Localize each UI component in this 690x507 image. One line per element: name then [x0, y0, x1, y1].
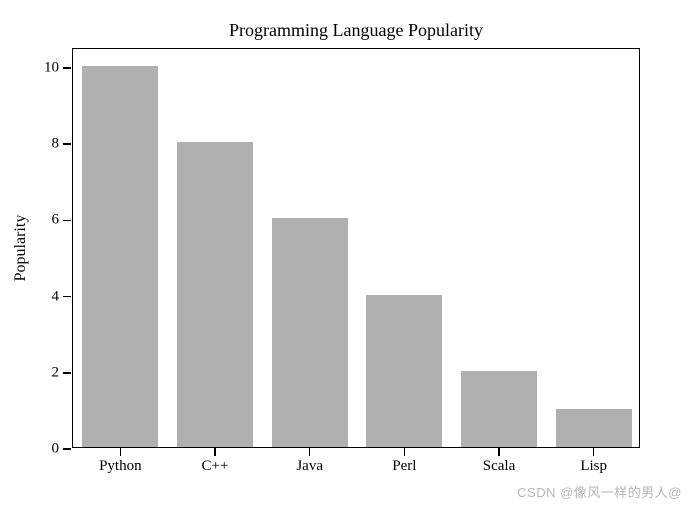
- y-tick-label: 6: [37, 212, 59, 229]
- bar: [556, 409, 632, 447]
- bar: [461, 371, 537, 447]
- y-tick: [63, 67, 71, 69]
- bar: [366, 295, 442, 447]
- x-tick: [309, 448, 311, 456]
- x-tick-label: Scala: [483, 458, 515, 475]
- x-tick-label: C++: [202, 458, 229, 475]
- x-tick: [214, 448, 216, 456]
- y-tick-label: 0: [37, 441, 59, 458]
- bar: [82, 66, 158, 447]
- x-tick: [498, 448, 500, 456]
- x-tick: [593, 448, 595, 456]
- y-tick-label: 8: [37, 136, 59, 153]
- bar: [177, 142, 253, 447]
- x-tick-label: Lisp: [580, 458, 607, 475]
- bar-chart: Programming Language Popularity Populari…: [72, 20, 640, 475]
- y-tick-label: 4: [37, 288, 59, 305]
- chart-title: Programming Language Popularity: [72, 20, 640, 41]
- watermark-text: CSDN @像风一样的男人@: [517, 482, 682, 501]
- y-tick-label: 2: [37, 364, 59, 381]
- x-tick-label: Perl: [392, 458, 416, 475]
- y-tick: [63, 220, 71, 222]
- y-axis-label: Popularity: [12, 215, 30, 282]
- y-tick: [63, 372, 71, 374]
- y-tick: [63, 448, 71, 450]
- x-tick: [404, 448, 406, 456]
- plot-area: Popularity 0246810PythonC++JavaPerlScala…: [72, 48, 640, 448]
- x-tick-label: Java: [296, 458, 323, 475]
- y-tick: [63, 143, 71, 145]
- x-tick-label: Python: [99, 458, 142, 475]
- bar: [272, 218, 348, 447]
- x-tick: [120, 448, 122, 456]
- y-tick-label: 10: [37, 60, 59, 77]
- y-tick: [63, 296, 71, 298]
